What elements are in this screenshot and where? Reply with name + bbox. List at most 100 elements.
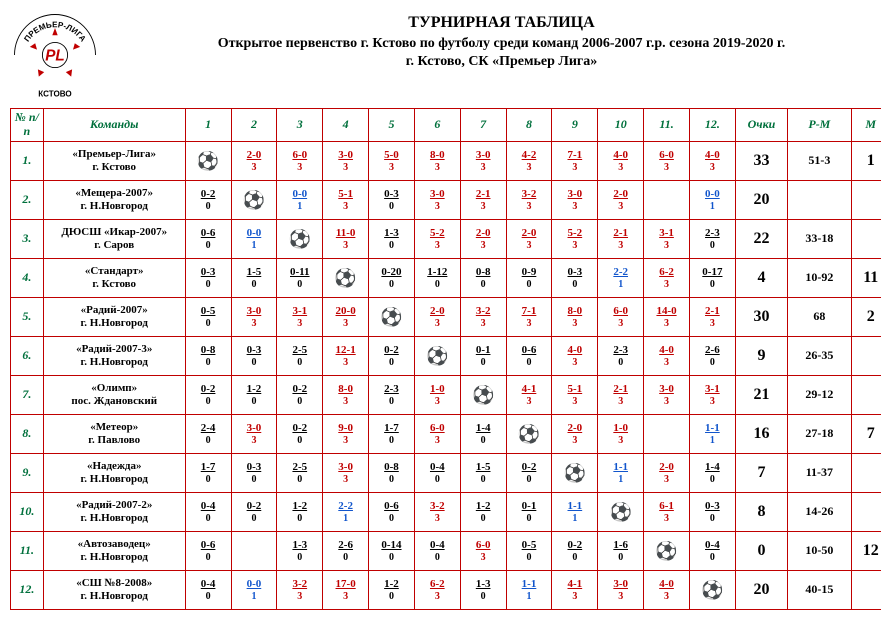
result-cell: 2-03 bbox=[644, 454, 690, 493]
result-cell: 1-11 bbox=[598, 454, 644, 493]
result-cell: 2-03 bbox=[552, 415, 598, 454]
result-cell: 1-11 bbox=[689, 415, 735, 454]
self-cell: ⚽ bbox=[277, 220, 323, 259]
result-cell: 0-01 bbox=[231, 220, 277, 259]
result-cell: 0-80 bbox=[369, 454, 415, 493]
result-cell: 2-60 bbox=[689, 337, 735, 376]
result-cell: 6-03 bbox=[460, 532, 506, 571]
col-header: 4 bbox=[323, 109, 369, 142]
result-cell: 2-30 bbox=[598, 337, 644, 376]
points-cell: 8 bbox=[735, 493, 787, 532]
row-number: 1. bbox=[11, 142, 44, 181]
result-cell: 2-21 bbox=[323, 493, 369, 532]
place-cell bbox=[851, 337, 881, 376]
col-header: 3 bbox=[277, 109, 323, 142]
table-row: 11.«Автозаводец»г. Н.Новгород0-601-302-6… bbox=[11, 532, 881, 571]
result-cell: 0-20 bbox=[185, 181, 231, 220]
team-cell: «Радий-2007-2»г. Н.Новгород bbox=[43, 493, 185, 532]
result-cell: 7-13 bbox=[506, 298, 552, 337]
result-cell: 2-40 bbox=[185, 415, 231, 454]
points-cell: 0 bbox=[735, 532, 787, 571]
result-cell: 3-03 bbox=[323, 142, 369, 181]
col-header: № п/п bbox=[11, 109, 44, 142]
result-cell: 1-20 bbox=[369, 571, 415, 610]
col-header: 9 bbox=[552, 109, 598, 142]
result-cell: 6-13 bbox=[644, 493, 690, 532]
result-cell: 1-30 bbox=[369, 220, 415, 259]
points-cell: 4 bbox=[735, 259, 787, 298]
result-cell: 1-20 bbox=[277, 493, 323, 532]
result-cell: 3-03 bbox=[414, 181, 460, 220]
table-row: 8.«Метеор»г. Павлово2-403-030-209-031-70… bbox=[11, 415, 881, 454]
result-cell: 9-03 bbox=[323, 415, 369, 454]
self-cell: ⚽ bbox=[644, 532, 690, 571]
result-cell: 2-13 bbox=[598, 220, 644, 259]
result-cell: 6-03 bbox=[644, 142, 690, 181]
result-cell: 0-50 bbox=[506, 532, 552, 571]
place-cell bbox=[851, 376, 881, 415]
team-cell: «Премьер-Лига»г. Кстово bbox=[43, 142, 185, 181]
result-cell: 2-21 bbox=[598, 259, 644, 298]
result-cell: 0-01 bbox=[277, 181, 323, 220]
col-header: 7 bbox=[460, 109, 506, 142]
result-cell: 1-60 bbox=[598, 532, 644, 571]
result-cell: 0-20 bbox=[277, 415, 323, 454]
result-cell: 6-23 bbox=[414, 571, 460, 610]
result-cell: 2-13 bbox=[689, 298, 735, 337]
result-cell: 2-03 bbox=[598, 181, 644, 220]
points-cell: 33 bbox=[735, 142, 787, 181]
col-header: 2 bbox=[231, 109, 277, 142]
result-cell: 2-50 bbox=[277, 454, 323, 493]
place-cell: 12 bbox=[851, 532, 881, 571]
col-header: 6 bbox=[414, 109, 460, 142]
col-header: 5 bbox=[369, 109, 415, 142]
result-cell: 5-23 bbox=[552, 220, 598, 259]
row-number: 11. bbox=[11, 532, 44, 571]
result-cell: 6-03 bbox=[277, 142, 323, 181]
result-cell: 0-40 bbox=[414, 532, 460, 571]
team-cell: «Метеор»г. Павлово bbox=[43, 415, 185, 454]
self-cell: ⚽ bbox=[506, 415, 552, 454]
table-row: 6.«Радий-2007-3»г. Н.Новгород0-800-302-5… bbox=[11, 337, 881, 376]
self-cell: ⚽ bbox=[369, 298, 415, 337]
self-cell: ⚽ bbox=[460, 376, 506, 415]
result-cell: 0-140 bbox=[369, 532, 415, 571]
place-cell bbox=[851, 454, 881, 493]
self-cell: ⚽ bbox=[231, 181, 277, 220]
result-cell: 0-60 bbox=[185, 220, 231, 259]
result-cell: 0-30 bbox=[689, 493, 735, 532]
result-cell: 4-03 bbox=[644, 571, 690, 610]
points-cell: 30 bbox=[735, 298, 787, 337]
place-cell bbox=[851, 571, 881, 610]
result-cell: 0-60 bbox=[369, 493, 415, 532]
result-cell: 0-80 bbox=[460, 259, 506, 298]
table-row: 5.«Радий-2007»г. Н.Новгород0-503-033-132… bbox=[11, 298, 881, 337]
result-cell: 0-20 bbox=[185, 376, 231, 415]
place-cell bbox=[851, 181, 881, 220]
result-cell: 3-23 bbox=[506, 181, 552, 220]
rm-cell: 11-37 bbox=[788, 454, 851, 493]
result-cell: 3-03 bbox=[552, 181, 598, 220]
result-cell: 1-40 bbox=[460, 415, 506, 454]
result-cell: 0-40 bbox=[185, 571, 231, 610]
table-row: 2.«Мещера-2007»г. Н.Новгород0-20⚽0-015-1… bbox=[11, 181, 881, 220]
result-cell: 4-03 bbox=[552, 337, 598, 376]
result-cell: 4-13 bbox=[506, 376, 552, 415]
result-cell: 3-03 bbox=[460, 142, 506, 181]
result-cell: 4-13 bbox=[552, 571, 598, 610]
result-cell: 1-11 bbox=[552, 493, 598, 532]
result-cell: 0-30 bbox=[369, 181, 415, 220]
result-cell: 0-20 bbox=[552, 532, 598, 571]
result-cell: 12-13 bbox=[323, 337, 369, 376]
result-cell: 0-170 bbox=[689, 259, 735, 298]
result-cell: 1-70 bbox=[369, 415, 415, 454]
title-block: ТУРНИРНАЯ ТАБЛИЦА Открытое первенство г.… bbox=[112, 10, 881, 72]
result-cell: 0-80 bbox=[185, 337, 231, 376]
empty-cell bbox=[231, 532, 277, 571]
team-cell: «Стандарт»г. Кстово bbox=[43, 259, 185, 298]
team-cell: «СШ №8-2008»г. Н.Новгород bbox=[43, 571, 185, 610]
result-cell: 3-03 bbox=[231, 415, 277, 454]
self-cell: ⚽ bbox=[552, 454, 598, 493]
place-cell: 2 bbox=[851, 298, 881, 337]
result-cell: 0-30 bbox=[231, 337, 277, 376]
